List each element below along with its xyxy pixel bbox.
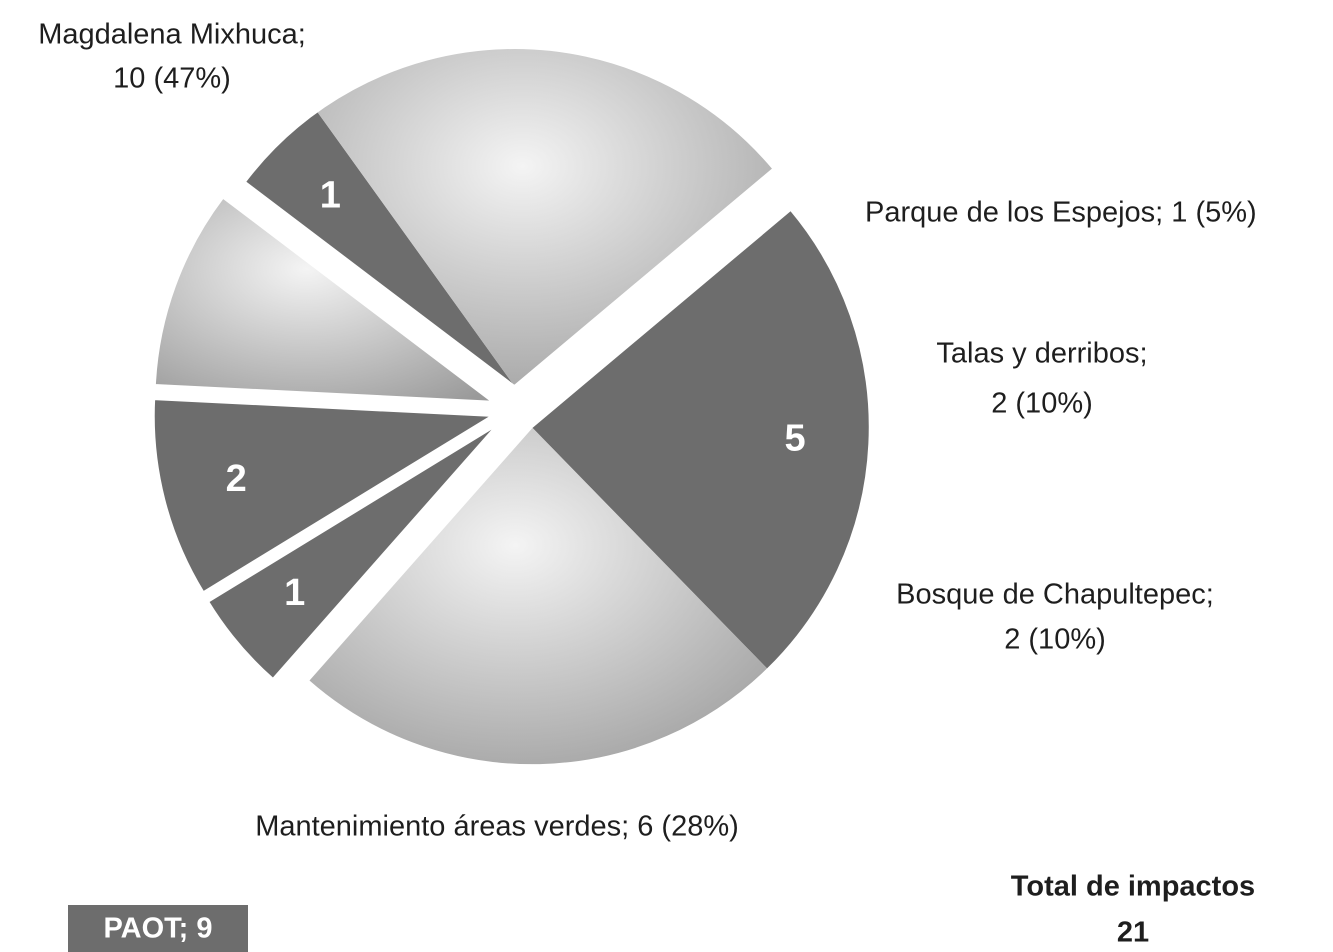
slice-label: Mantenimiento áreas verdes; 6 (28%) [255,811,739,843]
slice-label: 10 (47%) [113,63,231,95]
slice-part-label: 1 [320,174,341,216]
legend-label: PAOT; 9 [103,913,212,945]
pie-slice [243,47,775,388]
slice-label: Talas y derribos; [936,338,1147,370]
slice-label: 2 (10%) [991,388,1093,420]
pie-slice-part [244,111,515,387]
legend-swatch [68,905,248,952]
slice-label: Magdalena Mixhuca; [38,19,306,51]
pie-slice [306,208,871,767]
slice-part-label: 1 [284,572,305,614]
pie-slice-part [153,399,492,593]
pie-slice [152,398,496,594]
pie-slice-part [308,427,768,766]
pie-slice [206,424,498,681]
total-title: Total de impactos [1011,871,1255,903]
slice-label: 2 (10%) [1004,624,1106,656]
slice-part-label: 5 [784,417,805,459]
slice-label: Parque de los Espejos; 1 (5%) [865,197,1257,229]
slice-part-label: 2 [226,458,247,500]
pie-slice-part [154,197,493,402]
pie-slice [153,196,496,403]
slice-label: Bosque de Chapultepec; [896,579,1214,611]
pie-slice-part [317,48,774,387]
total-value: 21 [1117,917,1149,949]
pie-slice-part [531,209,870,670]
pie-slice-part [208,425,497,679]
